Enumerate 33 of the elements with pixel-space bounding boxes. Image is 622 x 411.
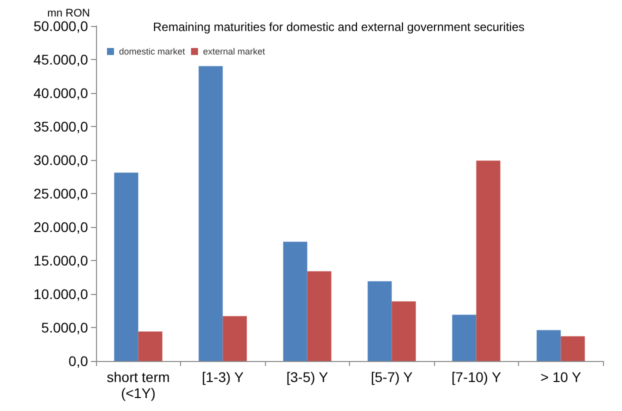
bar: [283, 242, 308, 361]
y-tick-label: 30.000,0: [34, 152, 88, 168]
bar: [476, 160, 500, 361]
y-tick-label: 40.000,0: [34, 84, 88, 101]
y-axis-title: mn RON: [47, 8, 90, 20]
y-tick-label: 25.000,0: [34, 185, 88, 202]
bar: [392, 301, 416, 361]
bar: [452, 314, 476, 361]
y-tick-label: 15.000,0: [34, 252, 88, 268]
bar: [114, 172, 138, 361]
x-tick-label: [7-10) Y: [451, 369, 502, 385]
x-tick-label: > 10 Y: [540, 369, 582, 385]
y-tick-label: 45.000,0: [34, 51, 88, 68]
y-tick-label: 50.000,0: [34, 18, 88, 34]
legend-label: external market: [203, 46, 266, 56]
bar: [560, 336, 585, 361]
y-tick-label: 0,0: [68, 353, 88, 369]
bar: [536, 330, 561, 361]
y-tick-label: 20.000,0: [34, 218, 88, 235]
bar: [138, 332, 162, 361]
y-tick-label: 5.000,0: [41, 319, 88, 336]
x-tick-label: [3-5) Y: [286, 369, 329, 385]
x-tick-label: short term (<1Y): [106, 369, 170, 401]
legend-label: domestic market: [119, 46, 186, 56]
x-tick-label: [1-3) Y: [202, 369, 244, 385]
chart-title: Remaining maturities for domestic and external government securities: [153, 20, 525, 34]
y-tick-label: 10.000,0: [34, 286, 88, 302]
bar: [198, 66, 223, 361]
bar: [222, 316, 247, 361]
x-tick-label: [5-7) Y: [370, 369, 414, 385]
bar: [307, 271, 332, 361]
bar: [368, 281, 392, 361]
y-tick-label: 35.000,0: [34, 118, 88, 134]
